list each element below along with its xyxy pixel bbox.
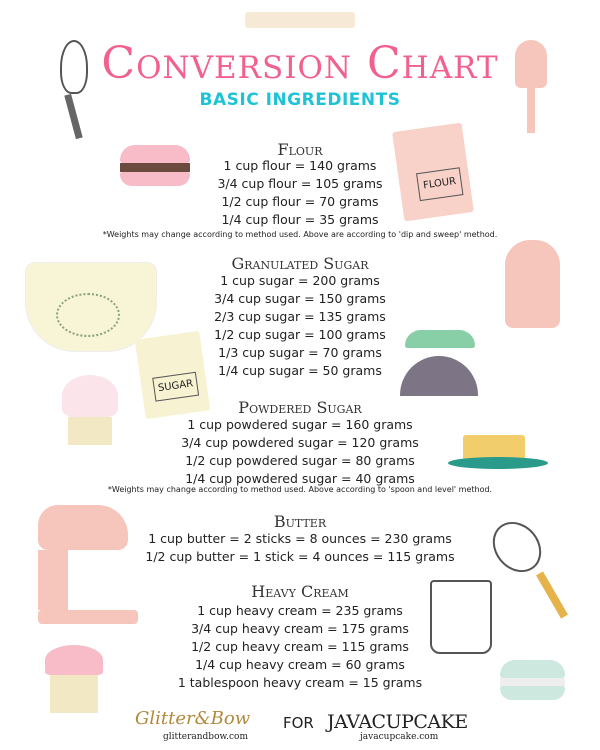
method-note: *Weights may change according to method …: [102, 230, 498, 239]
kitchen-scale-icon: [400, 330, 480, 405]
method-note: *Weights may change according to method …: [107, 485, 493, 494]
conversion-line: 1 cup powdered sugar = 160 grams: [187, 417, 413, 432]
conversion-line: 1 tablespoon heavy cream = 15 grams: [177, 675, 423, 690]
glitter-and-bow-logo: Glitter&Bow: [135, 708, 251, 729]
cupcake-icon-2: [45, 645, 107, 720]
oven-mitt-icon: [505, 240, 560, 328]
section-heading: Heavy Cream: [251, 582, 349, 601]
conversion-line: 3/4 cup heavy cream = 175 grams: [191, 621, 409, 636]
conversion-line: 1 cup heavy cream = 235 grams: [197, 603, 403, 618]
conversion-line: 1/4 cup powdered sugar = 40 grams: [185, 471, 415, 486]
measuring-cup-icon: [430, 580, 492, 654]
conversion-line: 1/2 cup sugar = 100 grams: [214, 327, 386, 342]
conversion-line: 1/3 cup sugar = 70 grams: [218, 345, 382, 360]
rolling-pin-icon: [215, 12, 385, 28]
conversion-line: 1 cup flour = 140 grams: [223, 158, 377, 173]
footer: Glitter&Bow glitterandbow.com FOR JAVACU…: [135, 708, 468, 748]
conversion-line: 3/4 cup sugar = 150 grams: [214, 291, 386, 306]
conversion-line: 1/4 cup sugar = 50 grams: [218, 363, 382, 378]
macaron-mint-icon: [500, 660, 565, 705]
javacupcake-url[interactable]: javacupcake.com: [360, 732, 439, 742]
conversion-line: 1 cup sugar = 200 grams: [220, 273, 380, 288]
conversion-line: 2/3 cup sugar = 135 grams: [214, 309, 386, 324]
conversion-line: 3/4 cup flour = 105 grams: [217, 176, 383, 191]
conversion-line: 1/4 cup heavy cream = 60 grams: [195, 657, 405, 672]
stand-mixer-icon: [38, 505, 138, 625]
conversion-line: 1/2 cup flour = 70 grams: [221, 194, 379, 209]
conversion-line: 1 cup butter = 2 sticks = 8 ounces = 230…: [148, 531, 452, 546]
page-title: Conversion Chart: [101, 38, 499, 89]
section-heading: Granulated Sugar: [231, 254, 369, 273]
conversion-line: 1/4 cup flour = 35 grams: [221, 212, 379, 227]
conversion-line: 1/2 cup butter = 1 stick = 4 ounces = 11…: [145, 549, 455, 564]
page-subtitle: BASIC INGREDIENTS: [199, 90, 401, 110]
conversion-line: 1/2 cup powdered sugar = 80 grams: [185, 453, 415, 468]
footer-for: FOR: [283, 714, 314, 732]
section-heading: Butter: [273, 512, 327, 531]
javacupcake-logo: JAVACUPCAKE: [327, 711, 468, 733]
conversion-line: 1/2 cup heavy cream = 115 grams: [191, 639, 409, 654]
spatula-icon: [515, 40, 547, 133]
section-heading: Powdered Sugar: [238, 398, 362, 417]
section-heading: Flour: [277, 140, 323, 159]
cupcake-icon: [62, 375, 122, 450]
glitter-and-bow-url[interactable]: glitterandbow.com: [163, 732, 248, 742]
macaron-icon: [120, 145, 190, 190]
mixing-bowl-icon: [25, 262, 157, 352]
whisk-icon: [60, 40, 90, 140]
butter-dish-icon: [448, 435, 548, 471]
conversion-line: 3/4 cup powdered sugar = 120 grams: [181, 435, 419, 450]
